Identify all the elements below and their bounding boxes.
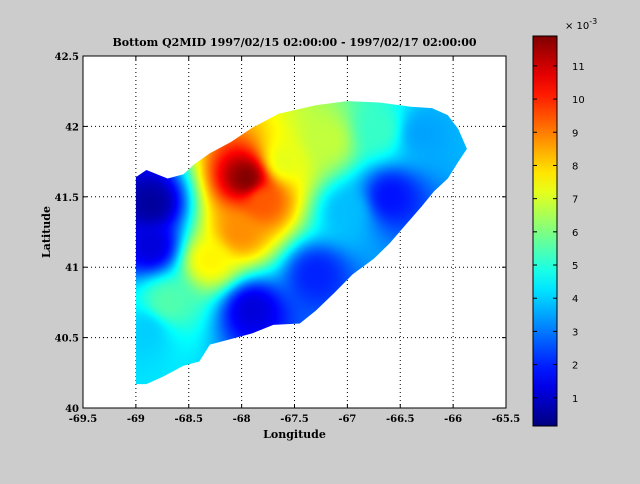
y-tick-label: 40 — [65, 404, 79, 415]
x-axis-label: Longitude — [263, 428, 326, 441]
y-tick-label: 41.5 — [55, 193, 79, 204]
x-tick-label: -67 — [338, 414, 356, 425]
x-tick-label: -68 — [233, 414, 251, 425]
colorbar-multiplier-exponent: -3 — [589, 17, 597, 26]
colorbar-multiplier: × 10-3 — [565, 17, 597, 32]
y-tick-label: 42.5 — [55, 52, 79, 63]
colorbar-tick-label: 8 — [572, 161, 578, 172]
colorbar-tick-label: 3 — [572, 327, 578, 338]
y-tick-label: 41 — [65, 263, 79, 274]
colorbar-tick-label: 10 — [572, 95, 585, 106]
y-tick-label: 42 — [65, 122, 79, 133]
y-axis-ticks: 40 40.5 41 41.5 42 42.5 — [55, 52, 506, 415]
colorbar-tick-label: 9 — [572, 128, 578, 139]
colorbar-tick-label: 5 — [572, 261, 578, 272]
colorbar-tick-label: 7 — [572, 195, 578, 206]
colorbar-tick-label: 11 — [572, 62, 585, 73]
x-axis-ticks: -69.5 -69 -68.5 -68 -67.5 -67 -66.5 -66 -65.5 — [69, 56, 521, 425]
x-tick-label: -67.5 — [280, 414, 309, 425]
x-tick-label: -66 — [444, 414, 462, 425]
x-tick-label: -69.5 — [69, 414, 98, 425]
colorbar-tick-label: 4 — [572, 294, 578, 305]
colorbar-tick-label: 6 — [572, 228, 578, 239]
chart-title: Bottom Q2MID 1997/02/15 02:00:00 - 1997/… — [112, 36, 476, 49]
colorbar-tick-label: 2 — [572, 361, 578, 372]
y-tick-label: 40.5 — [55, 334, 79, 345]
colorbar — [532, 35, 558, 427]
x-tick-label: -68.5 — [174, 414, 203, 425]
x-tick-label: -65.5 — [492, 414, 521, 425]
y-axis-label: Latitude — [40, 206, 53, 258]
x-tick-label: -69 — [127, 414, 145, 425]
colorbar-tick-label: 1 — [572, 394, 578, 405]
colorbar-multiplier-base: × 10 — [565, 21, 589, 32]
colorbar-ticks: 1 2 3 4 5 6 7 8 9 10 11 — [533, 62, 585, 405]
x-tick-label: -66.5 — [386, 414, 415, 425]
